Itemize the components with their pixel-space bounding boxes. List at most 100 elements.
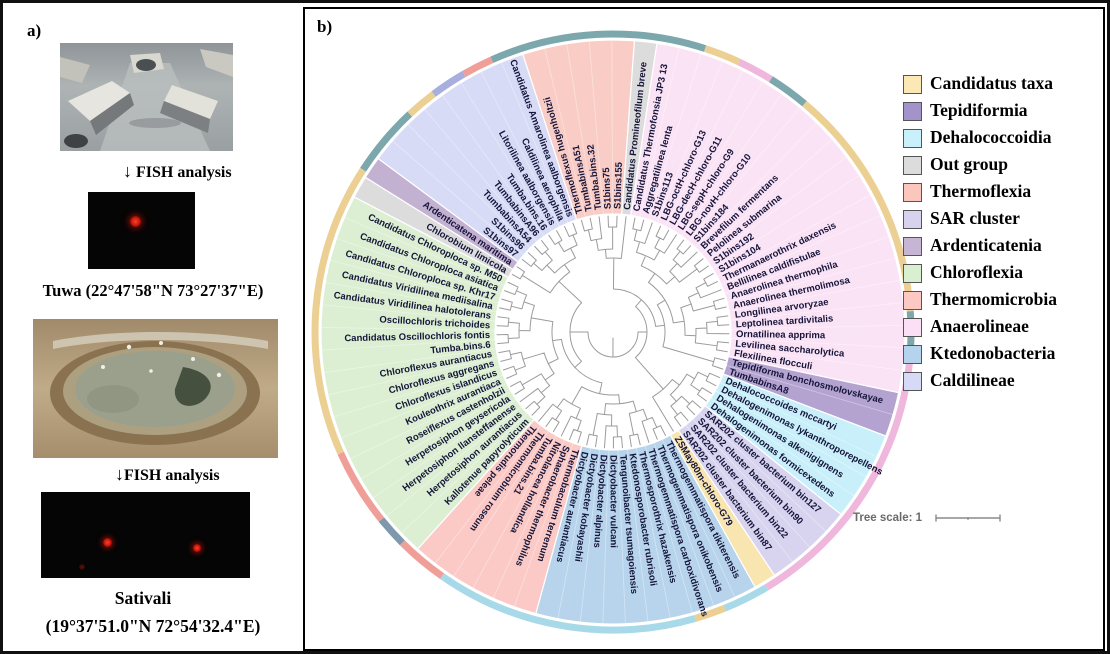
leaf-divider bbox=[579, 449, 601, 623]
panel-a: a) ↓ FISH analysis bbox=[3, 3, 303, 651]
leaf-divider bbox=[730, 338, 905, 349]
fish-signal-dot bbox=[130, 216, 141, 227]
leaf-divider bbox=[323, 348, 497, 374]
leaf-divider bbox=[729, 347, 903, 371]
leaf-label: Dictyobacter vulcani bbox=[607, 455, 618, 548]
outer-ring-segment bbox=[694, 605, 726, 622]
leaf-divider bbox=[712, 175, 860, 270]
legend-item: Chloroflexia bbox=[903, 263, 1057, 283]
panel-b: b) Thermoflexus hugenholtzii TumbabinsA51… bbox=[303, 7, 1105, 651]
leaf-divider bbox=[688, 107, 801, 242]
leaf-divider bbox=[717, 194, 872, 277]
legend-label: Ktedonobacteria bbox=[930, 343, 1056, 364]
leaf-divider bbox=[617, 449, 626, 624]
leaf-divider bbox=[492, 439, 565, 599]
leaf-divider bbox=[472, 435, 557, 589]
leaf-divider bbox=[336, 238, 502, 295]
down-arrow-icon: ↓ bbox=[115, 464, 124, 484]
outer-ring-segment bbox=[399, 540, 445, 579]
legend-swatch bbox=[903, 236, 922, 256]
site-caption-sativali-coords: (19°37'51.0"N 72°54'32.4"E) bbox=[45, 616, 261, 636]
class-legend: Candidatus taxa Tepidiformia Dehalococcoid… bbox=[903, 74, 1057, 399]
legend-label: SAR cluster bbox=[930, 208, 1020, 229]
legend-swatch bbox=[903, 128, 922, 148]
legend-label: Caldilineae bbox=[930, 370, 1015, 391]
leaf-divider bbox=[680, 93, 783, 236]
legend-swatch bbox=[903, 182, 922, 202]
legend-item: Thermoflexia bbox=[903, 181, 1057, 202]
legend-item: Caldilineae bbox=[903, 370, 1057, 391]
fish-analysis-label-1: ↓ FISH analysis bbox=[123, 161, 232, 181]
panel-a-label: a) bbox=[27, 21, 42, 40]
leaf-divider bbox=[648, 53, 702, 220]
fish-signal-dot bbox=[103, 538, 112, 547]
legend-label: Out group bbox=[930, 154, 1008, 175]
leaf-divider bbox=[719, 382, 878, 458]
leaf-label: Candidatus Oscillochloris fontis bbox=[344, 330, 490, 344]
leaf-divider bbox=[635, 447, 671, 619]
legend-item: Thermomicrobia bbox=[903, 290, 1057, 310]
site-caption-tuwa: Tuwa (22°47'58"N 73°27'37"E) bbox=[42, 281, 264, 300]
leaf-divider bbox=[653, 442, 715, 607]
leaf-divider bbox=[322, 304, 496, 322]
leaf-divider bbox=[685, 424, 794, 563]
circular-phylogenetic-tree: Thermoflexus hugenholtziiTumbabinsA51Tum… bbox=[311, 30, 915, 634]
legend-label: Dehalococcoidia bbox=[930, 127, 1052, 148]
legend-swatch bbox=[903, 263, 922, 283]
fish-signal-dot bbox=[193, 544, 201, 552]
fish-signal-dot-faint bbox=[79, 564, 85, 570]
leaf-divider bbox=[695, 122, 817, 248]
leaf-divider bbox=[501, 61, 569, 224]
leaf-divider bbox=[724, 236, 890, 294]
leaf-divider bbox=[661, 439, 736, 598]
legend-swatch bbox=[903, 317, 922, 337]
leaf-divider bbox=[721, 214, 881, 286]
leaf-divider bbox=[639, 47, 680, 218]
leaf-divider bbox=[692, 418, 811, 548]
legend-item: Out group bbox=[903, 154, 1057, 175]
leaf-divider bbox=[588, 40, 604, 215]
outer-ring-segment bbox=[769, 76, 807, 107]
outer-ring-segment bbox=[407, 91, 436, 117]
outer-ring-segment bbox=[703, 45, 741, 66]
down-arrow-icon: ↓ bbox=[123, 161, 132, 181]
leaf-divider bbox=[349, 382, 507, 460]
sativali-fish-image bbox=[41, 492, 250, 578]
leaf-divider bbox=[329, 259, 499, 304]
leaf-divider bbox=[701, 138, 833, 255]
class-wedge-anaerolineae bbox=[630, 42, 906, 394]
leaf-divider bbox=[715, 390, 867, 478]
legend-label: Thermoflexia bbox=[930, 181, 1032, 202]
leaf-divider bbox=[401, 413, 528, 534]
legend-item: Tepidiformia bbox=[903, 100, 1057, 121]
leaf-divider bbox=[726, 365, 894, 416]
leaf-divider bbox=[557, 447, 592, 619]
outer-ring-segment bbox=[737, 58, 773, 83]
leaf-divider bbox=[340, 374, 504, 439]
leaf-divider bbox=[441, 94, 545, 237]
leaf-divider bbox=[673, 81, 764, 231]
leaf-divider bbox=[644, 445, 693, 614]
legend-label: Tepidiformia bbox=[930, 100, 1028, 121]
panel-b-label: b) bbox=[317, 17, 333, 36]
leaf-divider bbox=[730, 324, 905, 330]
tuwa-fish-image bbox=[88, 192, 195, 269]
outer-ring-segment bbox=[378, 517, 405, 546]
leaf-divider bbox=[333, 365, 501, 418]
leaf-divider bbox=[626, 449, 649, 622]
leaf-divider bbox=[566, 43, 595, 216]
leaf-label: S1bins75 bbox=[601, 166, 614, 209]
legend-item: Ktedonobacteria bbox=[903, 343, 1057, 364]
legend-item: Anaerolineae bbox=[903, 316, 1057, 337]
fish-analysis-label-2: ↓FISH analysis bbox=[115, 464, 220, 484]
outer-ring-segment bbox=[431, 70, 466, 97]
legend-swatch bbox=[903, 290, 922, 310]
leaf-divider bbox=[460, 82, 552, 232]
legend-swatch bbox=[903, 155, 922, 175]
outer-ring-segment bbox=[490, 30, 707, 63]
outer-ring-segment bbox=[723, 584, 769, 612]
leaf-divider bbox=[372, 398, 517, 499]
class-wedge-caldilineae bbox=[377, 53, 578, 263]
legend-label: Anaerolineae bbox=[930, 316, 1029, 337]
